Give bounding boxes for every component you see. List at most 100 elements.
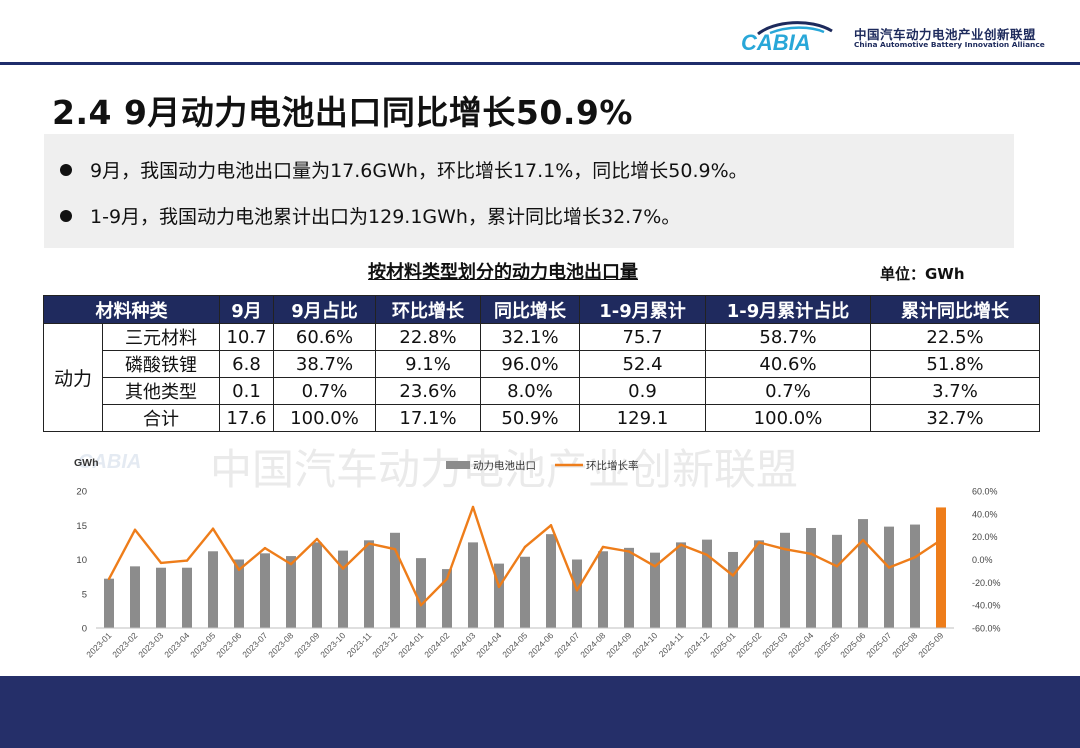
table-cell: 32.7% [870, 404, 1040, 432]
bar [520, 556, 530, 628]
line-point [835, 565, 839, 568]
line-point [211, 527, 215, 530]
column-header: 同比增长 [480, 295, 580, 324]
y-right-tick-label: -60.0% [972, 624, 1001, 634]
line-point [549, 524, 553, 527]
bar [754, 540, 764, 628]
bullet-dot-icon [60, 163, 72, 176]
table-cell: 17.6 [219, 404, 274, 432]
bar [234, 559, 244, 628]
column-header: 累计同比增长 [870, 295, 1040, 324]
line-point [887, 566, 891, 569]
table-row: 动力 三元材料 10.7 60.6% 22.8% 32.1% 75.7 58.7… [43, 323, 1040, 432]
table-cell: 22.5% [870, 323, 1040, 351]
x-tick-label: 2023-02 [110, 630, 139, 659]
line-point [939, 538, 943, 542]
bar [338, 550, 348, 628]
table-cell: 17.1% [375, 404, 481, 432]
table-cell: 32.1% [480, 323, 580, 351]
x-tick-label: 2024-08 [578, 630, 607, 659]
table-cell: 9.1% [375, 350, 481, 378]
line-point [575, 589, 579, 592]
bar [780, 532, 790, 628]
table-cell: 其他类型 [102, 377, 220, 405]
bar [312, 542, 322, 628]
table-row: 磷酸铁锂 6.8 38.7% 9.1% 96.0% 52.4 40.6% 51.… [44, 350, 1040, 378]
x-axis: 2023-012023-022023-032023-042023-052023-… [84, 627, 954, 659]
y-right-tick-label: 20.0% [972, 532, 998, 542]
line-point [523, 545, 527, 549]
table-row-total: 合计 17.6 100.0% 17.1% 50.9% 129.1 100.0% … [44, 404, 1040, 432]
line-point [419, 603, 423, 607]
line-point [731, 574, 735, 577]
bar [260, 553, 270, 628]
line-point [471, 505, 475, 509]
export-chart: 中国汽车动力电池产业创新联盟 CABIA GWh 动力电池出口 环比增长率 0 5… [60, 448, 1020, 670]
x-tick-label: 2023-08 [266, 630, 295, 659]
y-right-tick-label: 60.0% [972, 487, 998, 497]
x-tick-label: 2025-09 [916, 630, 945, 659]
bar [442, 569, 452, 628]
table-title: 按材料类型划分的动力电池出口量 [368, 262, 638, 283]
bullet-dot-icon [60, 209, 72, 222]
x-tick-label: 2024-06 [526, 630, 555, 659]
x-tick-label: 2024-10 [630, 630, 659, 659]
line-point [627, 550, 631, 553]
x-tick-label: 2025-08 [890, 630, 919, 659]
table-cell: 60.6% [273, 323, 376, 351]
chart-svg: 中国汽车动力电池产业创新联盟 CABIA GWh 动力电池出口 环比增长率 0 5… [74, 448, 1001, 659]
y-axis-left: 0 5 10 15 20 [76, 487, 87, 635]
x-tick-label: 2023-03 [136, 630, 165, 659]
x-tick-label: 2023-05 [188, 630, 217, 659]
x-tick-label: 2025-01 [708, 630, 737, 659]
y-left-unit: GWh [74, 457, 99, 469]
y-axis-right: -60.0% -40.0% -20.0% 0.0% 20.0% 40.0% 60.0% [972, 487, 1001, 634]
x-tick-label: 2023-10 [318, 630, 347, 659]
line-point [315, 537, 319, 541]
chart-legend: 动力电池出口 环比增长率 [446, 459, 639, 472]
y-right-tick-label: -40.0% [972, 601, 1001, 611]
org-logo: CABIA 中国汽车动力电池产业创新联盟 China Automotive Ba… [740, 18, 1045, 58]
x-tick-label: 2024-09 [604, 630, 633, 659]
footer-band [0, 676, 1080, 748]
x-tick-label: 2024-05 [500, 630, 529, 659]
line-point [497, 585, 501, 589]
table-cell: 58.7% [705, 323, 871, 351]
bar [936, 507, 946, 628]
watermark-logo: CABIA [78, 451, 141, 473]
table-cell: 0.1 [219, 377, 274, 405]
table-row: 其他类型 0.1 0.7% 23.6% 8.0% 0.9 0.7% 3.7% [44, 377, 1040, 405]
table-cell: 50.9% [480, 404, 580, 432]
column-header: 材料种类 [43, 295, 220, 324]
line-point [367, 542, 371, 545]
bullet-text: 9月，我国动力电池出口量为17.6GWh，环比增长17.1%，同比增长50.9%… [90, 160, 748, 182]
x-tick-label: 2023-07 [240, 630, 269, 659]
watermark-text: 中国汽车动力电池产业创新联盟 [210, 448, 798, 493]
line-point [861, 538, 865, 542]
x-tick-label: 2025-03 [760, 630, 789, 659]
bar [728, 551, 738, 628]
y-left-tick-label: 15 [76, 521, 87, 532]
table-cell: 磷酸铁锂 [102, 350, 220, 378]
header-band [0, 0, 1080, 64]
line-series [107, 505, 943, 607]
bar [494, 563, 504, 628]
y-left-tick-label: 5 [82, 589, 87, 600]
table-cell: 96.0% [480, 350, 580, 378]
bar [624, 547, 634, 628]
bar [156, 567, 166, 628]
bar [468, 542, 478, 628]
table-cell: 23.6% [375, 377, 481, 405]
legend-bar-label: 动力电池出口 [473, 459, 536, 472]
y-left-tick-label: 10 [76, 555, 87, 566]
line-point [341, 567, 345, 570]
bar [598, 551, 608, 628]
x-tick-label: 2024-12 [682, 630, 711, 659]
table-header-row: 材料种类 9月 9月占比 环比增长 同比增长 1-9月累计 1-9月累计占比 累… [43, 295, 1040, 324]
x-tick-label: 2023-04 [162, 630, 191, 659]
x-tick-label: 2024-02 [422, 630, 451, 659]
bar [858, 519, 868, 628]
line-point [679, 543, 683, 546]
export-table: 材料种类 9月 9月占比 环比增长 同比增长 1-9月累计 1-9月累计占比 累… [43, 295, 1040, 432]
x-tick-label: 2023-09 [292, 630, 321, 659]
